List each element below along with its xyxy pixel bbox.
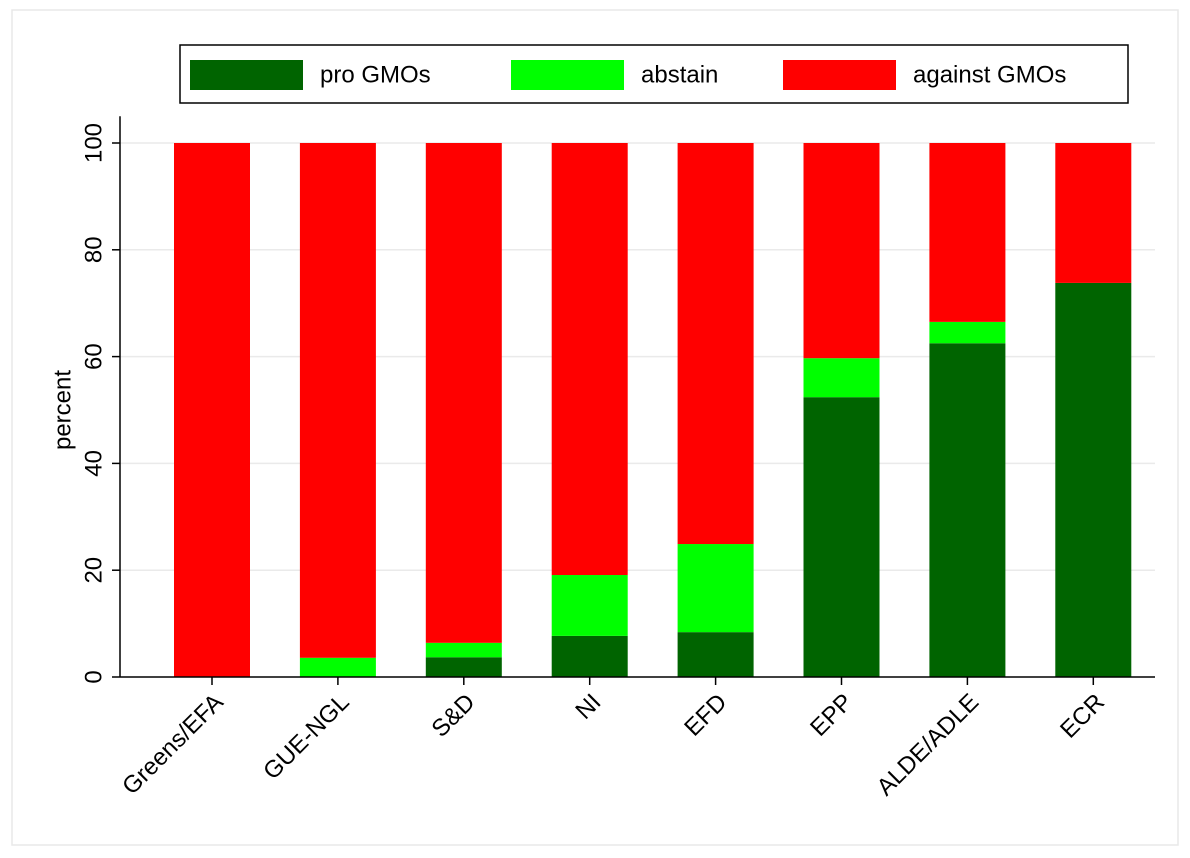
bar-segment	[425, 143, 502, 643]
y-tick-label: 40	[80, 450, 107, 477]
bar-segment	[929, 321, 1006, 344]
bar-segment	[1055, 143, 1132, 283]
x-tick-label: NI	[570, 689, 606, 725]
y-tick-label: 60	[80, 343, 107, 370]
y-tick-label: 80	[80, 236, 107, 263]
x-tick-label: S&D	[427, 689, 481, 743]
y-tick-label: 100	[80, 123, 107, 163]
bar-segment	[299, 143, 376, 658]
bar-segment	[677, 143, 754, 545]
bar-segment	[1055, 282, 1132, 677]
bar-segment	[174, 143, 250, 677]
x-tick-label: Greens/EFA	[117, 689, 229, 801]
x-tick-label: ALDE/ADLE	[872, 689, 984, 801]
bar-segment	[677, 632, 754, 677]
legend-label: against GMOs	[913, 61, 1066, 88]
bar-segment	[551, 143, 628, 576]
bar-segment	[929, 143, 1006, 322]
bar-segment	[551, 575, 628, 636]
y-tick-label: 20	[80, 557, 107, 584]
legend-swatch	[190, 60, 303, 90]
x-tick-label: GUE-NGL	[258, 689, 354, 785]
frame	[11, 9, 1179, 846]
y-tick-label: 0	[80, 670, 107, 683]
bar-segment	[299, 657, 376, 677]
bar-segment	[803, 397, 880, 677]
x-tick-label: EPP	[805, 689, 858, 742]
y-axis-label: percent	[49, 370, 76, 450]
legend-swatch	[511, 60, 624, 90]
bar-segment	[677, 544, 754, 633]
legend-label: pro GMOs	[320, 61, 431, 88]
bar-segment	[425, 642, 502, 658]
bar-segment	[803, 358, 880, 398]
legend-label: abstain	[641, 61, 718, 88]
bar-segment	[551, 635, 628, 677]
legend-swatch	[783, 60, 896, 90]
x-tick-label: ECR	[1055, 689, 1110, 744]
x-tick-label: EFD	[679, 689, 732, 742]
bar-segment	[929, 343, 1006, 677]
bar-segment	[425, 657, 502, 677]
legend	[179, 44, 1129, 104]
bar-segment	[803, 143, 880, 359]
